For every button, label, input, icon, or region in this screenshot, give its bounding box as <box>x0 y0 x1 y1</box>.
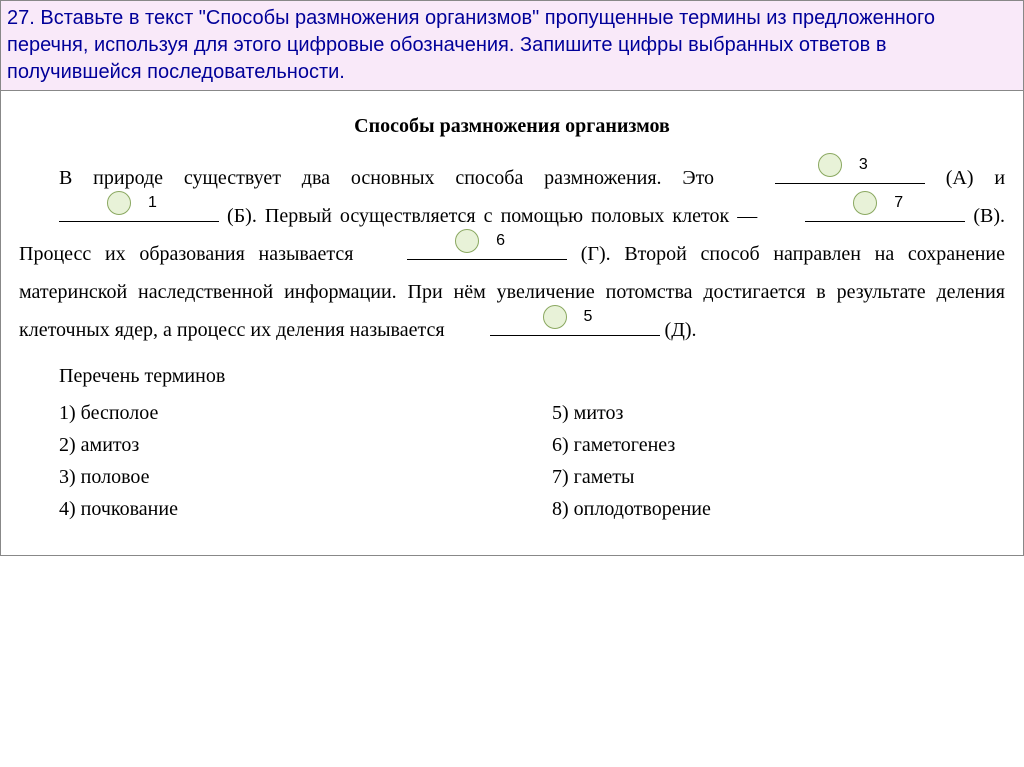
answer-circle-V: 7 <box>853 191 877 215</box>
letter-D: (Д). <box>660 319 697 341</box>
letter-B: (Б). Первый осуществляется с помощью пол… <box>219 205 765 227</box>
blank-underline <box>490 316 660 336</box>
blank-B: 1 <box>19 197 219 235</box>
exercise-paragraph: В природе существует два основных способ… <box>19 159 1005 349</box>
blank-G: 6 <box>367 235 567 273</box>
answer-circle-A: 3 <box>818 153 842 177</box>
blank-V: 7 <box>765 197 965 235</box>
term-item: 2) амитоз <box>19 429 512 461</box>
blank-A: 3 <box>735 159 925 197</box>
text-fragment: и <box>994 167 1005 189</box>
blank-underline <box>805 202 965 222</box>
question-header: 27. Вставьте в текст "Способы размножени… <box>0 0 1024 91</box>
term-item: 1) бесполое <box>19 397 512 429</box>
terms-col-left: 1) бесполое 2) амитоз 3) половое 4) почк… <box>19 397 512 525</box>
question-header-text: 27. Вставьте в текст "Способы размножени… <box>7 7 935 83</box>
content-box: Способы размножения организмов В природе… <box>0 91 1024 556</box>
answer-circle-D: 5 <box>543 305 567 329</box>
content-title: Способы размножения организмов <box>19 107 1005 145</box>
letter-A: (А) <box>925 167 974 189</box>
terms-heading: Перечень терминов <box>19 357 1005 395</box>
terms-grid: 1) бесполое 2) амитоз 3) половое 4) почк… <box>19 397 1005 525</box>
term-item: 3) половое <box>19 461 512 493</box>
text-fragment: В природе существует два основных способ… <box>59 167 735 189</box>
blank-D: 5 <box>450 311 660 349</box>
term-item: 5) митоз <box>512 397 1005 429</box>
answer-circle-G: 6 <box>455 229 479 253</box>
terms-col-right: 5) митоз 6) гаметогенез 7) гаметы 8) опл… <box>512 397 1005 525</box>
term-item: 6) гаметогенез <box>512 429 1005 461</box>
term-item: 7) гаметы <box>512 461 1005 493</box>
answer-circle-B: 1 <box>107 191 131 215</box>
term-item: 8) оплодотворение <box>512 493 1005 525</box>
blank-underline <box>775 164 925 184</box>
term-item: 4) почкование <box>19 493 512 525</box>
blank-underline <box>407 240 567 260</box>
blank-underline <box>59 202 219 222</box>
